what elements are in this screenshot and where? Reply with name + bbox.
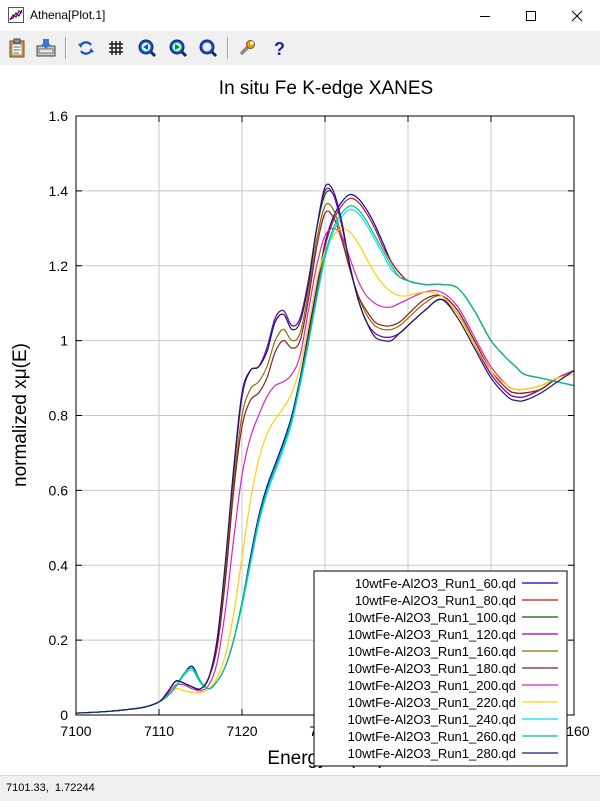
legend-label: 10wtFe-Al2O3_Run1_200.qd [348, 678, 516, 693]
y-tick-label: 0.2 [49, 632, 69, 648]
series-lines [75, 183, 575, 714]
x-tick-label: 7120 [226, 723, 257, 739]
maximize-button[interactable] [508, 0, 554, 31]
title-bar: Athena[Plot.1] [0, 0, 600, 31]
save-icon [36, 39, 56, 57]
help-button[interactable]: ? [267, 36, 291, 60]
plot-area[interactable]: In situ Fe K-edge XANES 7100711071207130… [0, 65, 600, 775]
zoom-left-icon [138, 39, 157, 58]
legend-label: 10wtFe-Al2O3_Run1_220.qd [348, 695, 516, 710]
legend-label: 10wtFe-Al2O3_Run1_100.qd [348, 610, 516, 625]
toolbar-separator [227, 37, 229, 59]
clipboard-button[interactable] [5, 36, 29, 60]
legend: 10wtFe-Al2O3_Run1_60.qd 10wtFe-Al2O3_Run1… [313, 570, 568, 767]
zoom-right-icon [169, 39, 188, 58]
save-button[interactable] [34, 36, 58, 60]
minimize-icon [480, 15, 490, 17]
x-tick-label: 7110 [144, 723, 174, 739]
y-tick-label: 0.8 [49, 408, 69, 424]
legend-label: 10wtFe-Al2O3_Run1_180.qd [348, 661, 516, 676]
refresh-icon [78, 41, 94, 55]
legend-label: 10wtFe-Al2O3_Run1_80.qd [355, 593, 516, 608]
status-bar: 7101.33, 1.72244 [0, 775, 600, 801]
legend-label: 10wtFe-Al2O3_Run1_60.qd [355, 576, 516, 591]
chart-title: In situ Fe K-edge XANES [219, 78, 433, 99]
legend-label: 10wtFe-Al2O3_Run1_160.qd [348, 644, 516, 659]
legend-label: 10wtFe-Al2O3_Run1_280.qd [348, 746, 516, 761]
clipboard-icon [9, 38, 25, 58]
x-tick-label: 7100 [60, 723, 91, 739]
series-line [75, 205, 575, 714]
y-tick-label: 1.2 [49, 258, 69, 274]
legend-label: 10wtFe-Al2O3_Run1_240.qd [348, 712, 516, 727]
series-line [75, 227, 575, 714]
zoom-icon [199, 39, 218, 58]
zoom-left-button[interactable] [135, 36, 159, 60]
zoom-button[interactable] [196, 36, 220, 60]
close-icon [571, 10, 583, 21]
legend-label: 10wtFe-Al2O3_Run1_120.qd [348, 627, 516, 642]
xanes-chart: In situ Fe K-edge XANES 7100711071207130… [10, 78, 590, 769]
svg-text:?: ? [274, 39, 285, 58]
y-axis-label: normalized xμ(E) [10, 343, 31, 487]
close-button[interactable] [554, 0, 600, 31]
y-tick-label: 1.4 [49, 183, 69, 199]
y-tick-label: 0.6 [49, 482, 69, 498]
help-icon: ? [274, 39, 285, 58]
y-tick-label: 1.6 [49, 108, 69, 124]
series-line [75, 183, 575, 714]
grid-button[interactable] [104, 36, 128, 60]
settings-button[interactable] [235, 36, 259, 60]
minimize-button[interactable] [462, 0, 508, 31]
maximize-icon [526, 10, 536, 21]
series-line [75, 227, 575, 714]
refresh-button[interactable] [74, 36, 98, 60]
cursor-coordinates: 7101.33, 1.72244 [6, 782, 95, 794]
wrench-icon [239, 40, 255, 56]
y-tick-label: 0.4 [49, 557, 69, 573]
y-tick-label: 0 [60, 707, 68, 723]
zoom-right-button[interactable] [166, 36, 190, 60]
legend-label: 10wtFe-Al2O3_Run1_260.qd [348, 729, 516, 744]
toolbar: ? [0, 31, 600, 65]
window-title: Athena[Plot.1] [30, 8, 106, 22]
grid-icon [109, 41, 123, 55]
y-tick-label: 1 [60, 333, 68, 349]
toolbar-separator [65, 37, 67, 59]
athena-app-icon [8, 7, 24, 23]
